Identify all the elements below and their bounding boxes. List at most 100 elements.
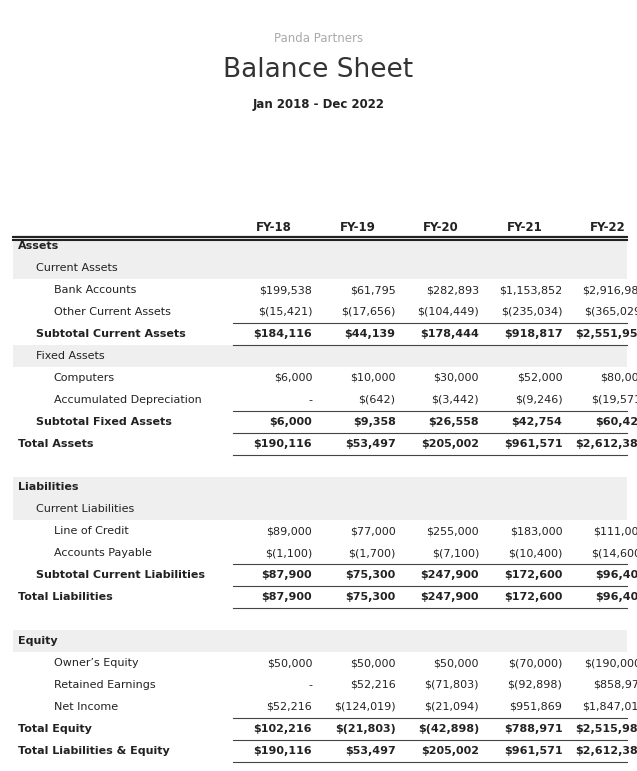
Bar bbox=[13, 652, 627, 674]
Text: FY-21: FY-21 bbox=[506, 221, 543, 234]
Text: $961,571: $961,571 bbox=[504, 439, 562, 449]
Bar bbox=[13, 455, 627, 476]
Text: $53,497: $53,497 bbox=[345, 439, 396, 449]
Bar bbox=[13, 411, 627, 433]
Text: $(1,700): $(1,700) bbox=[348, 548, 396, 558]
Text: $6,000: $6,000 bbox=[274, 372, 312, 382]
Text: $(71,803): $(71,803) bbox=[424, 680, 479, 690]
Text: $75,300: $75,300 bbox=[345, 571, 396, 581]
Text: $89,000: $89,000 bbox=[266, 527, 312, 537]
Text: -: - bbox=[308, 395, 312, 405]
Text: Balance Sheet: Balance Sheet bbox=[224, 57, 413, 83]
Text: $1,153,852: $1,153,852 bbox=[499, 285, 562, 295]
Text: Subtotal Current Assets: Subtotal Current Assets bbox=[36, 329, 185, 339]
Text: $30,000: $30,000 bbox=[434, 372, 479, 382]
Text: Total Equity: Total Equity bbox=[18, 724, 92, 734]
Text: Liabilities: Liabilities bbox=[18, 483, 78, 493]
Text: $205,002: $205,002 bbox=[421, 439, 479, 449]
Text: $247,900: $247,900 bbox=[420, 571, 479, 581]
Text: $247,900: $247,900 bbox=[420, 592, 479, 602]
Text: $(190,000): $(190,000) bbox=[585, 658, 637, 668]
Text: Bank Accounts: Bank Accounts bbox=[54, 285, 136, 295]
Text: $10,000: $10,000 bbox=[350, 372, 396, 382]
Text: $2,551,958: $2,551,958 bbox=[576, 329, 637, 339]
Text: Owner’s Equity: Owner’s Equity bbox=[54, 658, 138, 668]
Text: $(42,898): $(42,898) bbox=[418, 724, 479, 734]
Text: Accounts Payable: Accounts Payable bbox=[54, 548, 152, 558]
Text: $87,900: $87,900 bbox=[262, 571, 312, 581]
Text: $50,000: $50,000 bbox=[350, 658, 396, 668]
Bar bbox=[13, 433, 627, 455]
Text: $(235,034): $(235,034) bbox=[501, 307, 562, 317]
Text: $190,116: $190,116 bbox=[254, 439, 312, 449]
Bar bbox=[13, 564, 627, 586]
Text: Accumulated Depreciation: Accumulated Depreciation bbox=[54, 395, 201, 405]
Text: $788,971: $788,971 bbox=[504, 724, 562, 734]
Text: $102,216: $102,216 bbox=[254, 724, 312, 734]
Text: Subtotal Fixed Assets: Subtotal Fixed Assets bbox=[36, 416, 171, 426]
Text: $(70,000): $(70,000) bbox=[508, 658, 562, 668]
Text: $858,971: $858,971 bbox=[593, 680, 637, 690]
Text: $6,000: $6,000 bbox=[269, 416, 312, 426]
Text: $52,216: $52,216 bbox=[350, 680, 396, 690]
Text: -: - bbox=[308, 680, 312, 690]
Text: Subtotal Current Liabilities: Subtotal Current Liabilities bbox=[36, 571, 204, 581]
Text: $44,139: $44,139 bbox=[345, 329, 396, 339]
Text: Equity: Equity bbox=[18, 636, 57, 646]
Text: Retained Earnings: Retained Earnings bbox=[54, 680, 155, 690]
Text: Other Current Assets: Other Current Assets bbox=[54, 307, 170, 317]
Text: $(10,400): $(10,400) bbox=[508, 548, 562, 558]
Text: FY-19: FY-19 bbox=[340, 221, 376, 234]
Text: Panda Partners: Panda Partners bbox=[274, 32, 363, 45]
Text: $961,571: $961,571 bbox=[504, 746, 562, 756]
Text: $(124,019): $(124,019) bbox=[334, 702, 396, 712]
Text: $77,000: $77,000 bbox=[350, 527, 396, 537]
Text: $(104,449): $(104,449) bbox=[417, 307, 479, 317]
Text: $87,900: $87,900 bbox=[262, 592, 312, 602]
Text: $951,869: $951,869 bbox=[510, 702, 562, 712]
Text: $52,216: $52,216 bbox=[266, 702, 312, 712]
Text: FY-20: FY-20 bbox=[423, 221, 459, 234]
Text: $2,612,388: $2,612,388 bbox=[575, 746, 637, 756]
Bar bbox=[13, 520, 627, 542]
Bar bbox=[13, 279, 627, 301]
Bar bbox=[13, 630, 627, 652]
Text: $(1,100): $(1,100) bbox=[265, 548, 312, 558]
Bar bbox=[13, 367, 627, 389]
Text: $60,429: $60,429 bbox=[595, 416, 637, 426]
Bar bbox=[13, 608, 627, 630]
Text: $(92,898): $(92,898) bbox=[508, 680, 562, 690]
Text: $(21,094): $(21,094) bbox=[424, 702, 479, 712]
Bar bbox=[13, 323, 627, 345]
Text: Net Income: Net Income bbox=[54, 702, 118, 712]
Text: $42,754: $42,754 bbox=[512, 416, 562, 426]
Bar bbox=[13, 235, 627, 257]
Text: $255,000: $255,000 bbox=[426, 527, 479, 537]
Text: $172,600: $172,600 bbox=[504, 592, 562, 602]
Text: $(365,029): $(365,029) bbox=[584, 307, 637, 317]
Bar bbox=[13, 301, 627, 323]
Bar bbox=[13, 674, 627, 696]
Text: $9,358: $9,358 bbox=[353, 416, 396, 426]
Text: $178,444: $178,444 bbox=[420, 329, 479, 339]
Text: $172,600: $172,600 bbox=[504, 571, 562, 581]
Bar bbox=[13, 586, 627, 608]
Text: Jan 2018 - Dec 2022: Jan 2018 - Dec 2022 bbox=[252, 98, 385, 111]
Text: Total Liabilities & Equity: Total Liabilities & Equity bbox=[18, 746, 169, 756]
Text: Total Liabilities: Total Liabilities bbox=[18, 592, 113, 602]
Bar bbox=[13, 476, 627, 499]
Text: $2,916,987: $2,916,987 bbox=[582, 285, 637, 295]
Bar bbox=[13, 345, 627, 367]
Text: $(9,246): $(9,246) bbox=[515, 395, 562, 405]
Text: $(3,442): $(3,442) bbox=[431, 395, 479, 405]
Text: $96,400: $96,400 bbox=[595, 592, 637, 602]
Text: $(21,803): $(21,803) bbox=[335, 724, 396, 734]
Text: $2,515,988: $2,515,988 bbox=[576, 724, 637, 734]
Text: $(7,100): $(7,100) bbox=[432, 548, 479, 558]
Text: $50,000: $50,000 bbox=[434, 658, 479, 668]
Text: $184,116: $184,116 bbox=[254, 329, 312, 339]
Text: $2,612,388: $2,612,388 bbox=[575, 439, 637, 449]
Bar bbox=[13, 696, 627, 718]
Text: $183,000: $183,000 bbox=[510, 527, 562, 537]
Text: $190,116: $190,116 bbox=[254, 746, 312, 756]
